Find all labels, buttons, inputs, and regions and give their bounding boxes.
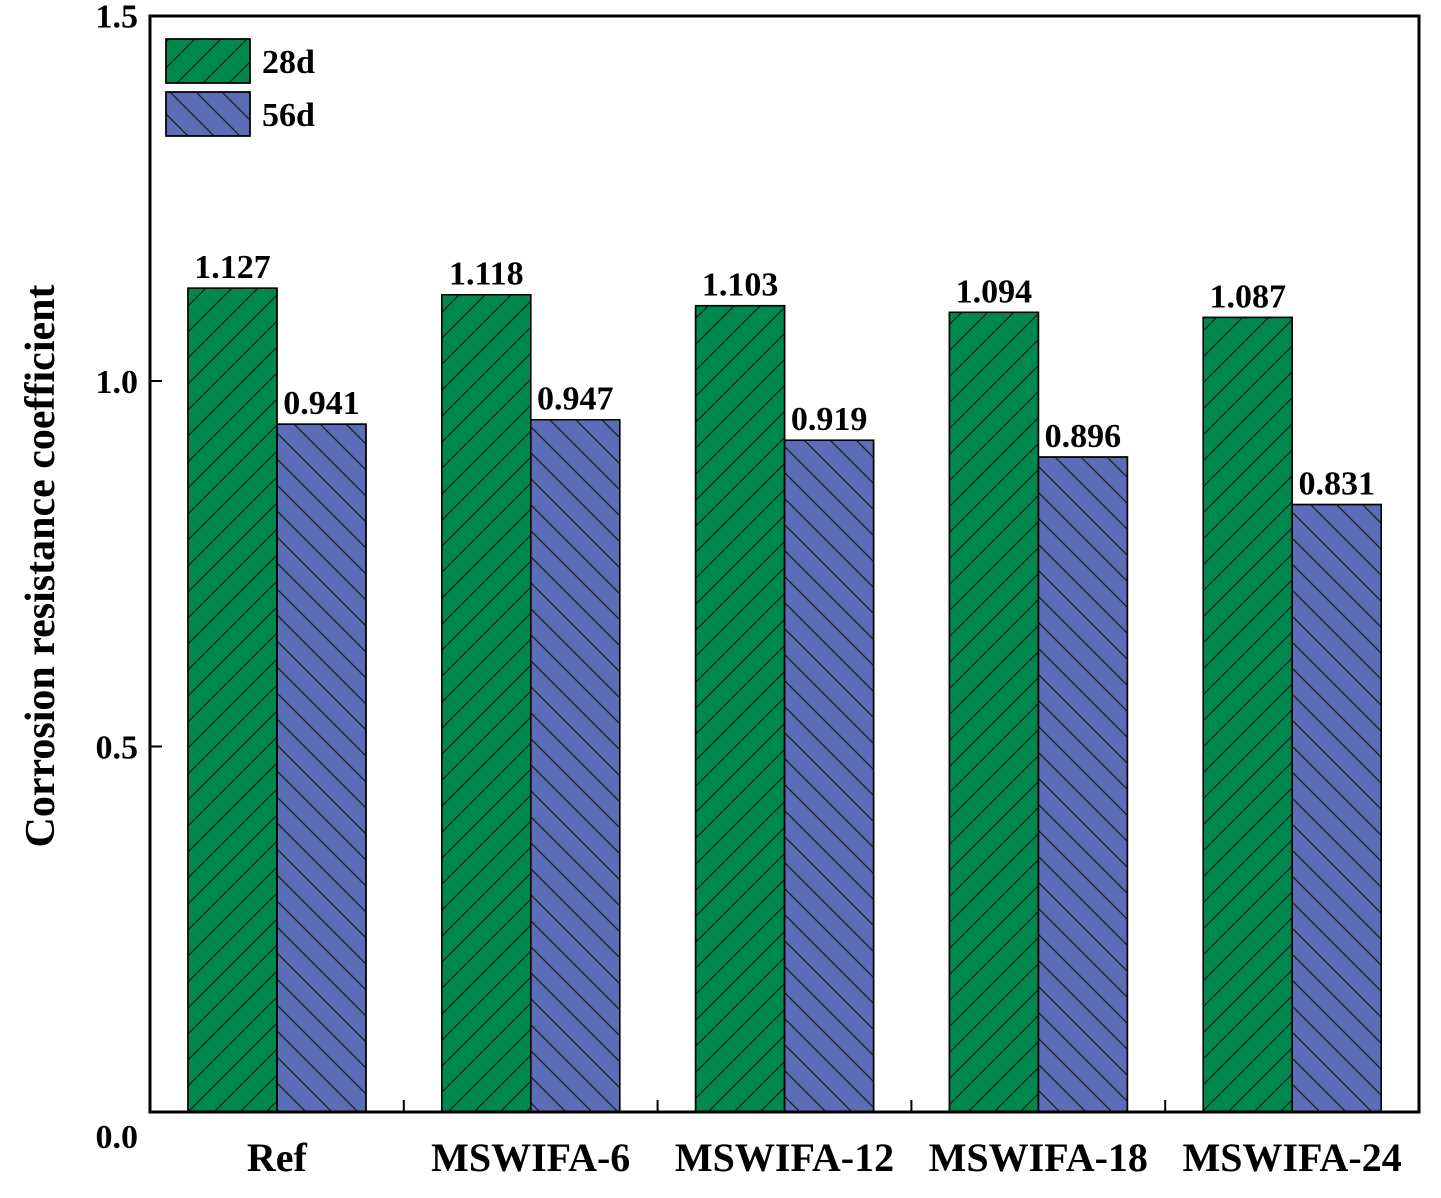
legend-item-28d[interactable]: 28d: [165, 38, 315, 84]
data-label-56d-mswifa-6: 0.947: [537, 381, 614, 418]
bar-56d-mswifa-18-hatch: [1037, 456, 1129, 1113]
data-label-56d-mswifa-12: 0.919: [791, 401, 868, 438]
data-label-56d-ref: 0.941: [283, 385, 360, 422]
bars-group: [187, 287, 1382, 1113]
legend-swatch-56d-hatch: [165, 91, 251, 137]
x-tick-label-mswifa-12: MSWIFA-12: [675, 1135, 894, 1180]
data-label-56d-mswifa-24: 0.831: [1298, 466, 1375, 503]
y-axis: 0.0 0.5 1.0 1.5: [96, 0, 162, 1156]
bar-56d-mswifa-24-hatch: [1291, 503, 1382, 1113]
bar-labels-group: 1.127 0.941 1.118 0.947 1.103 0.919 1.094 0.896…: [194, 249, 1375, 502]
data-label-28d-ref: 1.127: [194, 249, 271, 286]
x-tick-label-mswifa-6: MSWIFA-6: [431, 1135, 630, 1180]
y-tick-label: 1.5: [96, 0, 139, 36]
legend-item-56d[interactable]: 56d: [165, 91, 315, 137]
legend: 28d 56d: [165, 38, 315, 137]
x-tick-label-mswifa-24: MSWIFA-24: [1182, 1135, 1401, 1180]
data-label-28d-mswifa-6: 1.118: [449, 256, 524, 293]
y-tick-label: 1.0: [96, 364, 139, 401]
bar-28d-mswifa-12-hatch: [694, 304, 786, 1113]
legend-label-28d: 28d: [262, 44, 315, 81]
legend-label-56d: 56d: [262, 97, 315, 134]
data-label-28d-mswifa-24: 1.087: [1209, 278, 1286, 315]
x-tick-label-mswifa-18: MSWIFA-18: [929, 1135, 1148, 1180]
x-tick-label-ref: Ref: [247, 1135, 308, 1180]
bar-28d-ref-hatch: [187, 287, 278, 1113]
bar-28d-mswifa-6-hatch: [441, 293, 532, 1113]
bar-56d-ref-hatch: [276, 423, 367, 1113]
bar-56d-mswifa-6-hatch: [530, 418, 621, 1113]
bar-28d-mswifa-18-hatch: [948, 311, 1040, 1113]
y-tick-label: 0.0: [96, 1119, 139, 1156]
y-tick-label: 0.5: [96, 730, 139, 767]
legend-swatch-28d-hatch: [165, 38, 251, 84]
bar-28d-mswifa-24-hatch: [1202, 316, 1293, 1113]
data-label-56d-mswifa-18: 0.896: [1045, 418, 1122, 455]
x-axis: Ref MSWIFA-6 MSWIFA-12 MSWIFA-18 MSWIFA-24: [247, 1100, 1402, 1180]
bar-56d-mswifa-12-hatch: [783, 439, 875, 1113]
data-label-28d-mswifa-12: 1.103: [702, 267, 779, 304]
plot-frame: [148, 14, 1421, 1114]
y-axis-label: Corrosion resistance coefficient: [18, 285, 64, 848]
data-label-28d-mswifa-18: 1.094: [956, 273, 1033, 310]
